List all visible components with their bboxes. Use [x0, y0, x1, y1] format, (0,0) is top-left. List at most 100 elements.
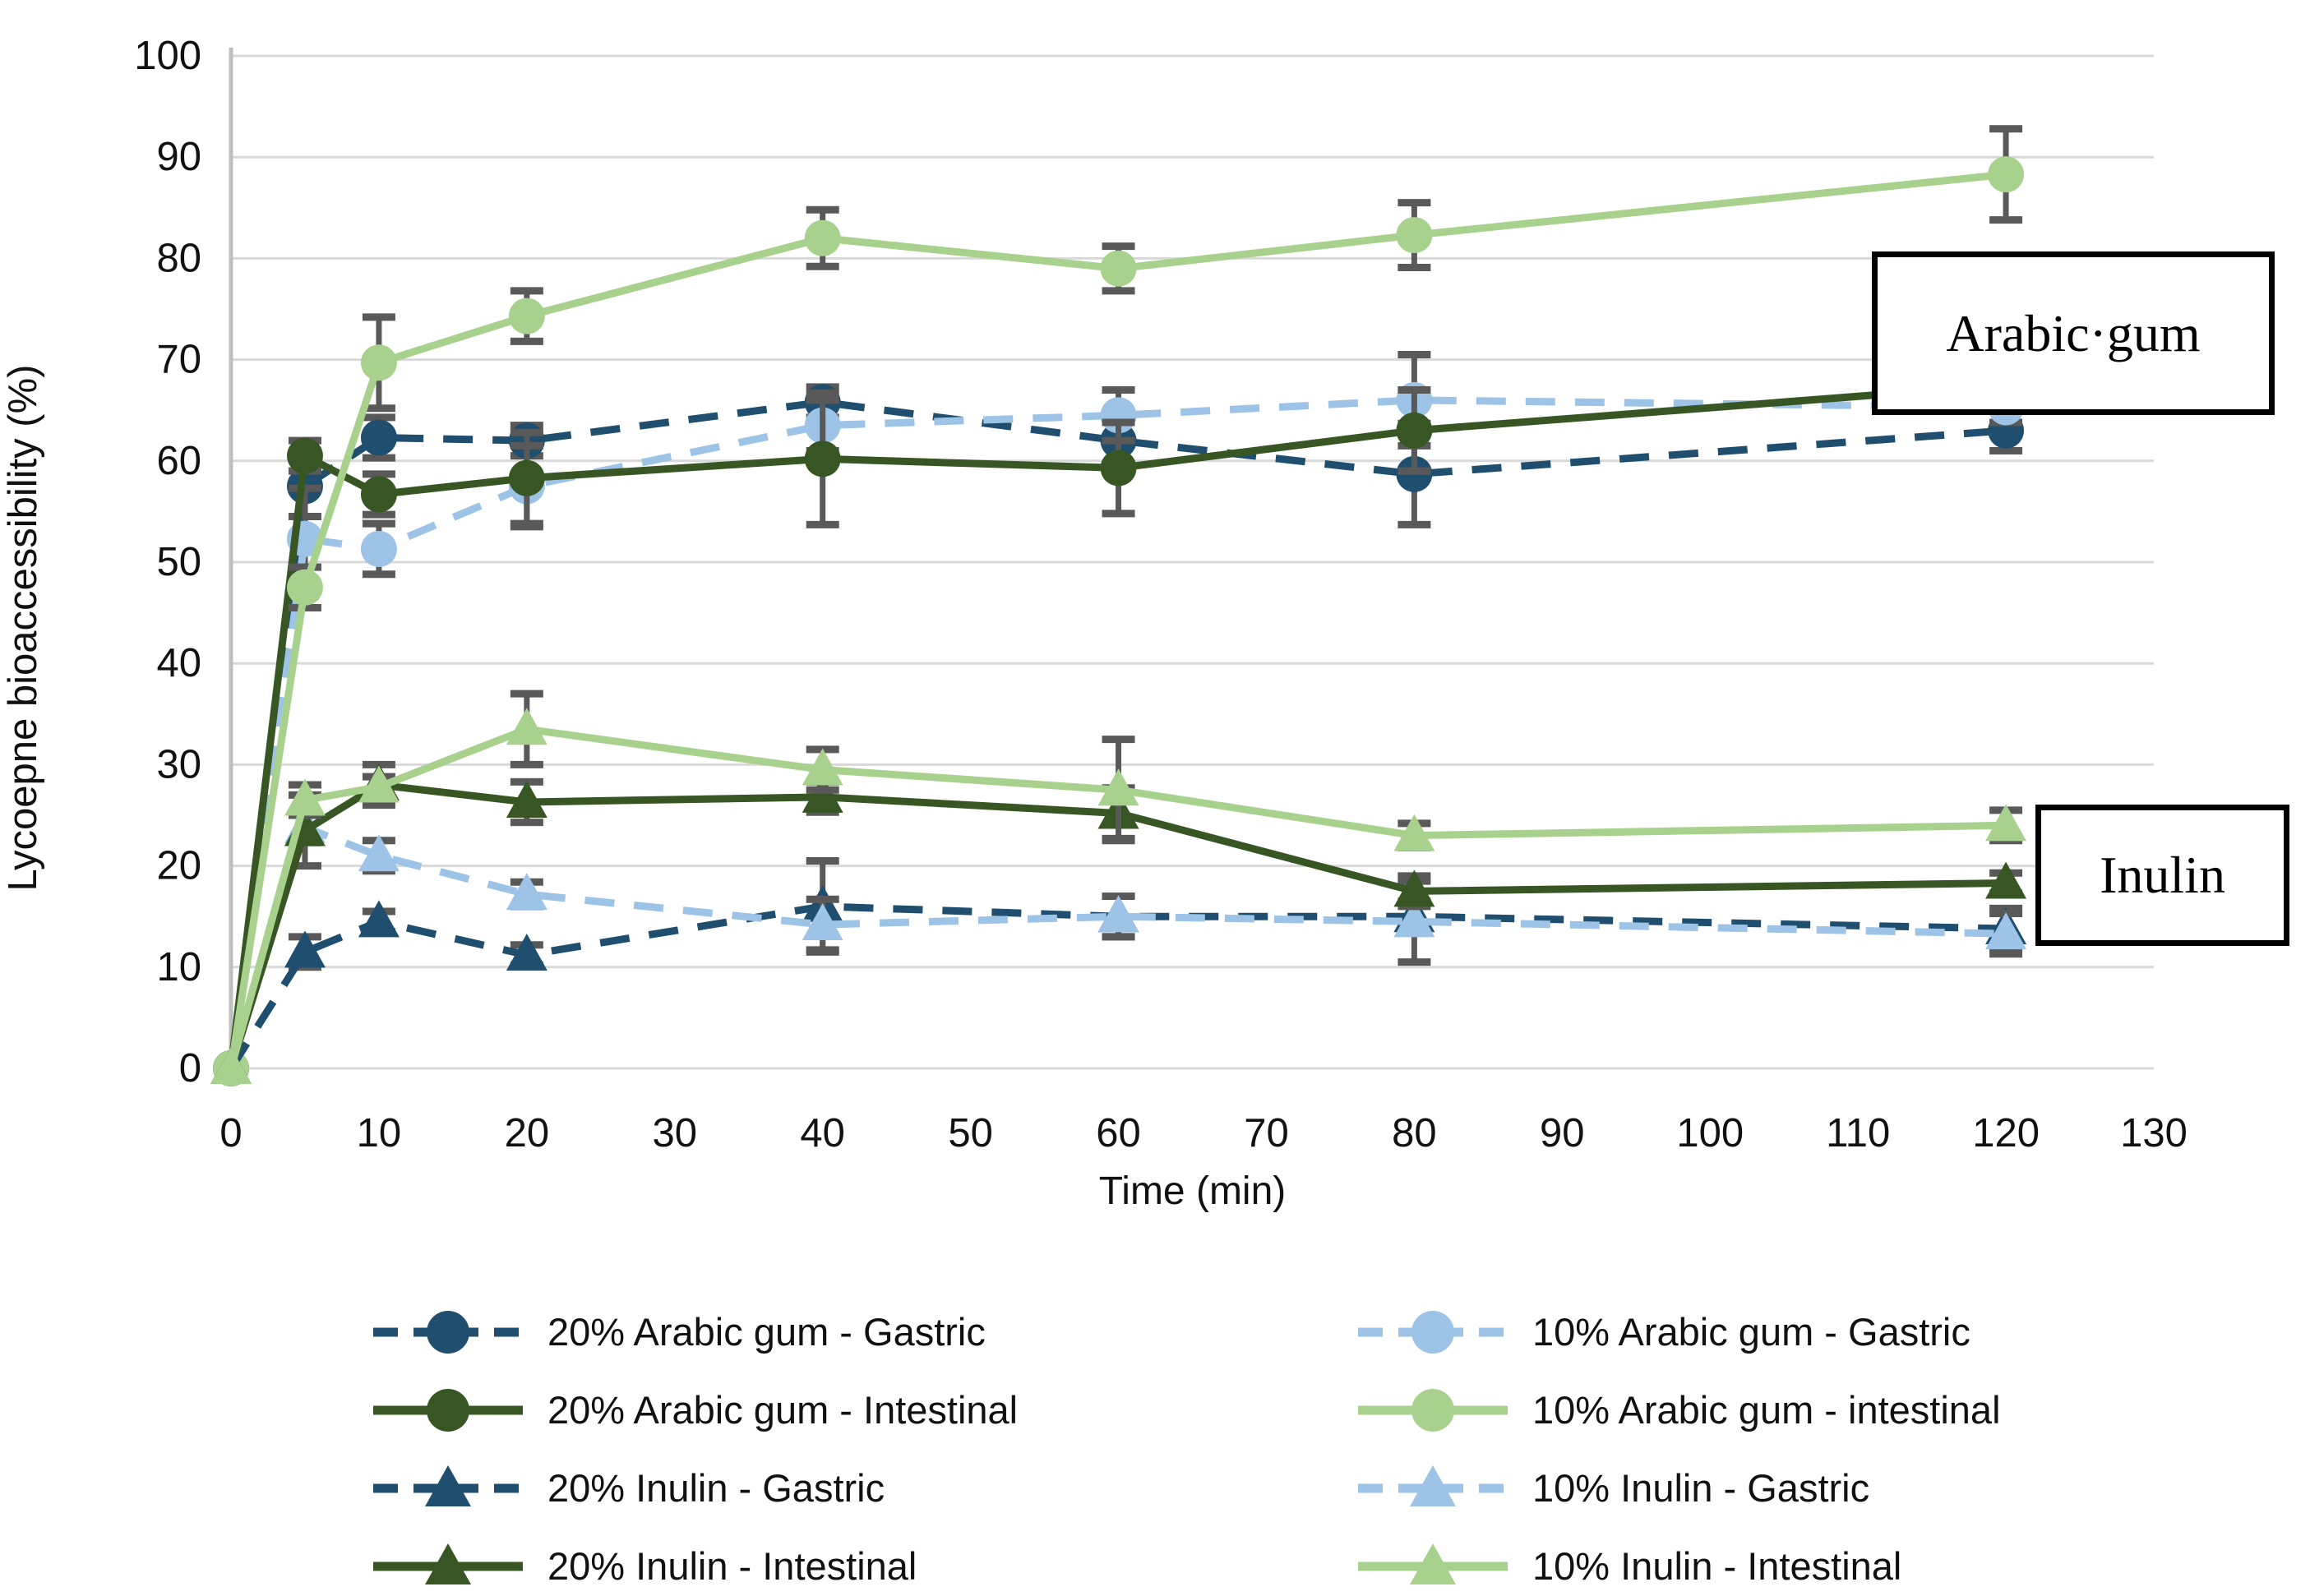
data-point-triangle [1393, 900, 1435, 938]
x-tick-label: 130 [2120, 1111, 2188, 1155]
annotation-arabic-gum-label: Arabic·gum [1946, 303, 2201, 362]
y-axis-title: Lycoepne bioaccessibility (%) [1, 364, 45, 892]
series-10-arabic-gum-intestinal [213, 125, 2025, 1086]
legend-marker-shape [1410, 1465, 1456, 1506]
annotation-inulin: Inulin [2035, 805, 2289, 946]
x-tick-label: 50 [948, 1111, 993, 1155]
legend-label: 10% Inulin - Intestinal [1532, 1544, 1902, 1588]
y-tick-label: 0 [179, 1046, 201, 1091]
x-tick-label: 80 [1392, 1111, 1437, 1155]
x-tick-label: 90 [1540, 1111, 1585, 1155]
data-point-circle [1988, 156, 2025, 193]
series-line [228, 902, 2007, 1071]
data-point-triangle [1985, 861, 2027, 899]
data-point-triangle [284, 930, 326, 968]
data-point-triangle [506, 780, 547, 818]
series-10-inulin-intestinal [210, 690, 2027, 1084]
legend-label: 10% Arabic gum - Gastric [1532, 1310, 1970, 1354]
y-tick-label: 30 [156, 742, 201, 786]
legend-label: 10% Arabic gum - intestinal [1532, 1388, 2001, 1432]
data-point-circle [508, 459, 545, 496]
legend-marker-shape [1410, 1543, 1456, 1584]
line-chart: 0 10 20 30 40 50 60 70 80 90 100 0 10 20 30 40 50 60 70 80 9… [134, 34, 2188, 1155]
y-tick-label: 10 [156, 945, 201, 989]
legend-label: 20% Arabic gum - Gastric [547, 1310, 986, 1354]
data-point-triangle [802, 903, 843, 941]
data-point-triangle [1985, 804, 2027, 842]
legend-marker-shape [425, 1465, 471, 1506]
data-point-triangle [1393, 869, 1435, 907]
legend-label: 20% Inulin - Intestinal [547, 1544, 917, 1588]
legend-marker-solid-circle-lightgreen [1358, 1388, 1508, 1432]
x-tick-label: 40 [800, 1111, 845, 1155]
legend-item: 10% Inulin - Gastric [1355, 1462, 2001, 1515]
y-tick-label: 90 [156, 135, 201, 179]
legend-label: 10% Inulin - Gastric [1532, 1466, 1870, 1510]
data-point-triangle [506, 934, 547, 971]
data-point-triangle [1985, 912, 2027, 950]
legend-marker-shape [427, 1310, 469, 1354]
legend-item: 10% Arabic gum - Gastric [1355, 1306, 2001, 1358]
x-tick-label: 70 [1244, 1111, 1289, 1155]
legend-marker-dashed-triangle-lightblue [1358, 1465, 1508, 1506]
legend-marker-solid-triangle-darkgreen [373, 1543, 523, 1584]
legend-marker-solid-triangle-lightgreen [1358, 1543, 1508, 1584]
data-point-triangle [802, 748, 843, 786]
legend-label: 20% Inulin - Gastric [547, 1466, 885, 1510]
data-point-triangle [1393, 814, 1435, 851]
series-20-arabic-gum-intestinal [213, 366, 2025, 1086]
x-tick-label: 60 [1096, 1111, 1141, 1155]
data-point-triangle [284, 778, 326, 816]
data-point-triangle [358, 900, 400, 938]
data-point-circle [286, 569, 323, 606]
x-tick-label: 100 [1676, 1111, 1744, 1155]
data-point-triangle [1097, 895, 1139, 933]
series-line [227, 170, 2007, 1069]
data-point-triangle [210, 1047, 252, 1084]
data-point-triangle [358, 765, 400, 803]
legend-item: 10% Inulin - Intestinal [1355, 1540, 2001, 1593]
data-point-triangle [802, 775, 843, 813]
legend-marker-shape [425, 1543, 471, 1584]
legend-marker-dashed-triangle-darkblue [373, 1465, 523, 1506]
y-tick-label: 60 [156, 439, 201, 483]
x-tick-label: 120 [1972, 1111, 2040, 1155]
x-tick-label: 30 [653, 1111, 698, 1155]
data-point-circle [1100, 250, 1137, 287]
data-point-circle [360, 419, 397, 456]
data-point-circle [804, 441, 841, 477]
data-point-circle [360, 530, 397, 567]
chart-legend: 20% Arabic gum - Gastric 10% Arabic gum … [370, 1293, 2001, 1596]
data-point-circle [286, 437, 323, 474]
data-point-triangle [358, 834, 400, 872]
legend-item: 20% Inulin - Gastric [370, 1462, 1355, 1515]
series-line [227, 822, 2007, 1070]
y-tick-label: 70 [156, 338, 201, 382]
data-point-circle [1396, 412, 1433, 449]
legend-marker-shape [1411, 1388, 1454, 1432]
y-tick-label: 50 [156, 540, 201, 584]
legend-marker-dashed-circle-darkblue [373, 1310, 523, 1354]
x-tick-label: 0 [219, 1111, 242, 1155]
x-tick-label: 110 [1826, 1111, 1890, 1155]
legend-item: 20% Arabic gum - Intestinal [370, 1384, 1355, 1437]
annotation-arabic-gum: Arabic·gum [1872, 251, 2275, 415]
legend-marker-shape [427, 1388, 469, 1432]
legend-marker-shape [1411, 1310, 1454, 1354]
data-point-triangle [506, 873, 547, 911]
legend-marker-solid-circle-darkgreen [373, 1388, 523, 1432]
x-tick-label: 10 [357, 1111, 402, 1155]
data-point-triangle [1097, 768, 1139, 806]
legend-marker-dashed-circle-lightblue [1358, 1310, 1508, 1354]
x-tick-label: 20 [505, 1111, 550, 1155]
x-axis-title: Time (min) [1098, 1169, 1287, 1213]
data-point-circle [1100, 450, 1137, 487]
data-point-triangle [506, 708, 547, 745]
y-tick-label: 40 [156, 641, 201, 685]
data-point-circle [360, 344, 397, 381]
series-line [227, 725, 2007, 1070]
y-tick-label: 20 [156, 844, 201, 888]
data-point-circle [508, 298, 545, 334]
data-point-circle [360, 476, 397, 513]
